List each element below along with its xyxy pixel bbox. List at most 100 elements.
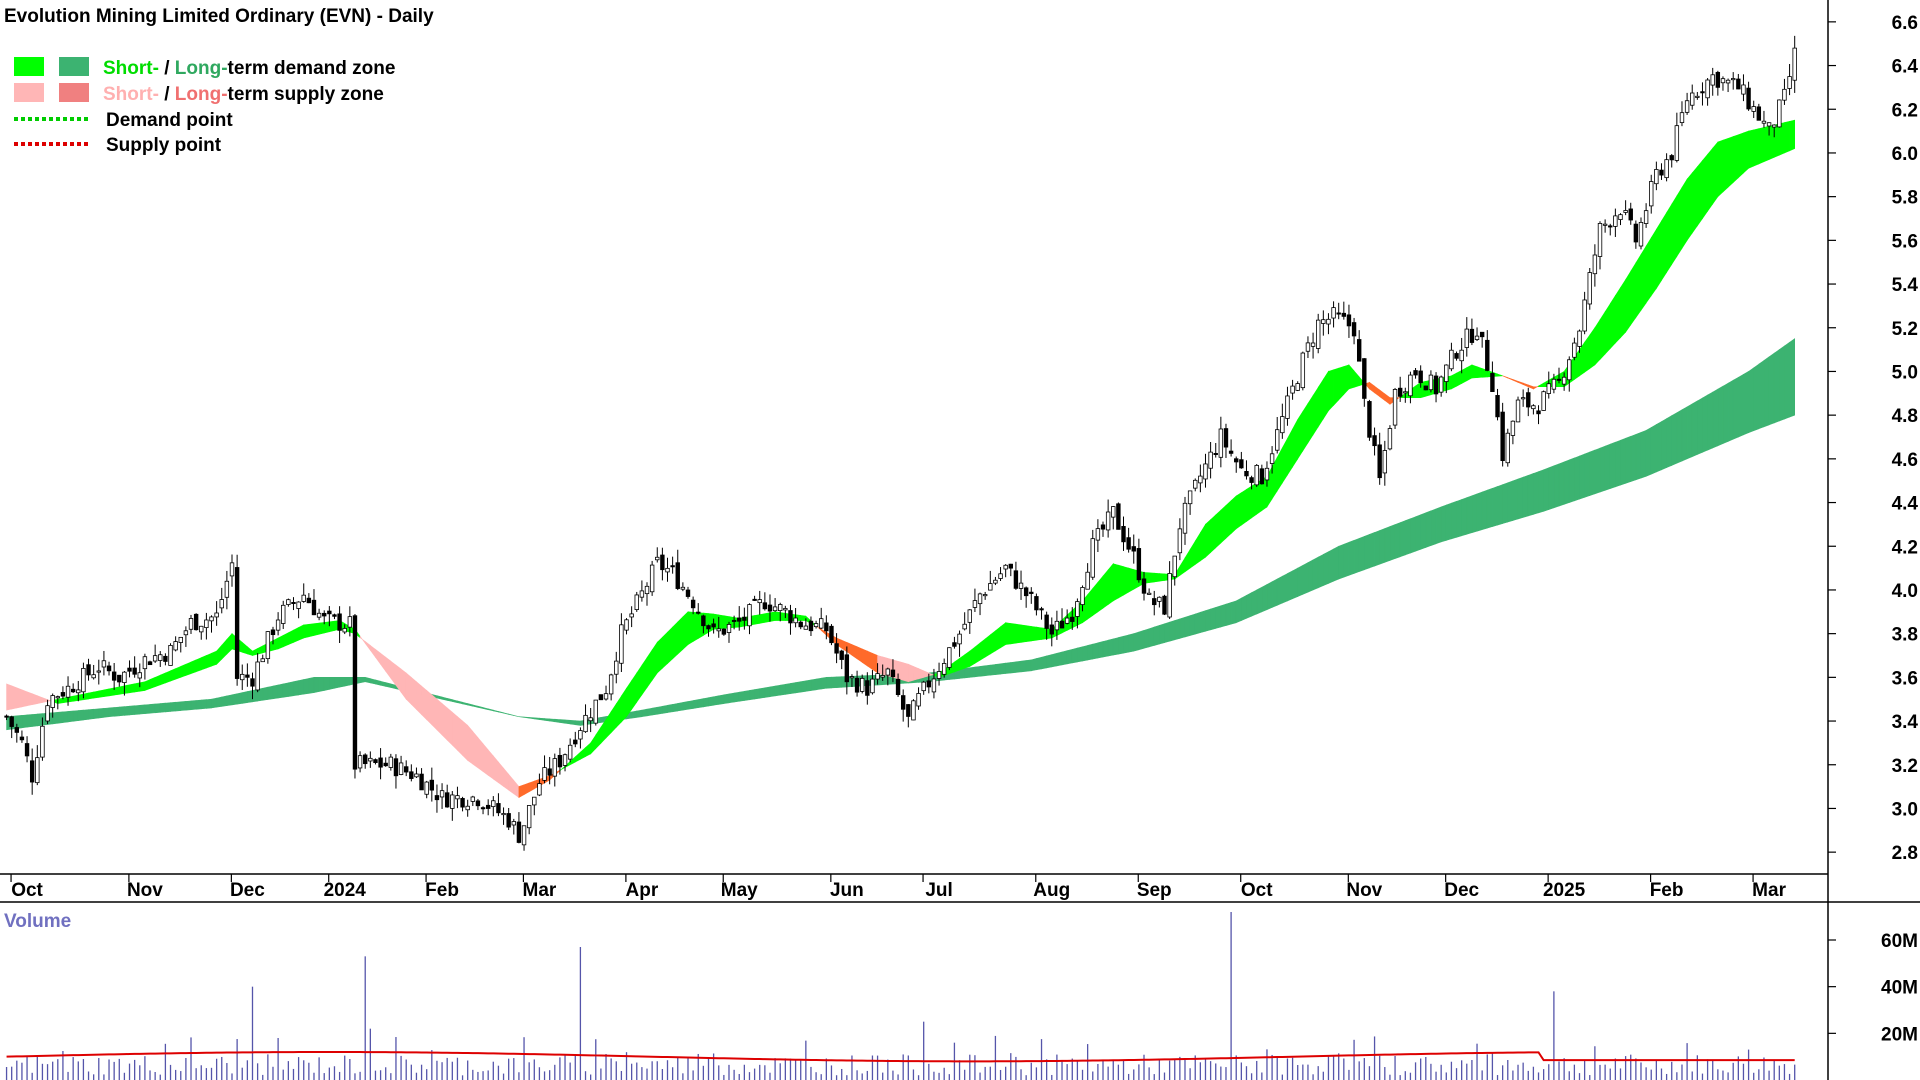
- long-term-zone-segment: [1317, 553, 1324, 589]
- long-term-zone-segment: [288, 681, 294, 697]
- long-term-zone-segment: [723, 693, 730, 704]
- long-term-zone-segment: [139, 704, 146, 715]
- long-term-zone-segment: [452, 699, 458, 704]
- candle-body: [962, 623, 967, 630]
- long-term-zone-segment: [974, 666, 981, 678]
- long-term-zone-segment: [1758, 359, 1765, 430]
- short-term-zone-segment: [779, 612, 786, 621]
- long-term-zone-segment: [487, 708, 494, 712]
- candle-body: [1146, 592, 1152, 595]
- short-term-zone-segment: [954, 657, 960, 673]
- candle-body: [916, 693, 921, 707]
- short-term-zone-segment: [303, 623, 310, 639]
- long-term-zone-segment: [252, 688, 258, 703]
- candle-body: [1602, 223, 1608, 226]
- candle-body: [76, 689, 81, 694]
- short-term-zone-segment: [1148, 572, 1155, 584]
- candle-body: [998, 573, 1003, 579]
- short-term-zone-segment: [959, 654, 965, 671]
- price-tick-label: 6.2: [1892, 100, 1918, 121]
- candle-body: [619, 624, 624, 664]
- price-tick-label: 4.0: [1892, 581, 1918, 602]
- long-term-zone-segment: [272, 684, 279, 700]
- long-term-zone-segment: [175, 701, 182, 712]
- long-term-zone-segment: [1640, 430, 1647, 479]
- long-term-zone-segment: [984, 664, 991, 677]
- price-tick-label: 5.8: [1892, 188, 1918, 209]
- long-term-zone-segment: [364, 676, 371, 684]
- candle-body: [383, 762, 388, 767]
- short-term-zone-segment: [1656, 219, 1662, 290]
- candle-body: [1377, 444, 1382, 479]
- long-term-zone-segment: [1502, 482, 1509, 524]
- candle-body: [598, 694, 604, 701]
- short-term-zone-segment: [288, 629, 294, 646]
- candle-body: [757, 599, 762, 604]
- long-term-zone-segment: [1000, 662, 1006, 675]
- short-term-zone-segment: [1369, 381, 1375, 394]
- candle-body: [1023, 587, 1029, 597]
- short-term-zone-segment: [1287, 428, 1293, 476]
- long-term-zone-segment: [462, 701, 468, 706]
- candle-body: [419, 773, 424, 791]
- long-term-zone-segment: [1410, 516, 1416, 554]
- candle-body: [557, 754, 563, 768]
- long-term-zone-segment: [344, 677, 351, 687]
- candle-body: [24, 743, 30, 757]
- long-term-zone-segment: [544, 718, 550, 722]
- long-term-zone-segment: [564, 719, 571, 725]
- short-term-zone-segment: [1497, 373, 1503, 377]
- long-term-zone-segment: [1650, 424, 1657, 475]
- long-term-zone-segment: [1609, 441, 1616, 489]
- long-term-zone-segment: [1599, 445, 1606, 493]
- long-term-zone-segment: [370, 678, 376, 685]
- candle-body: [1500, 411, 1505, 462]
- candle-body: [1131, 546, 1136, 552]
- long-term-zone-segment: [26, 714, 33, 728]
- candle-body: [977, 593, 983, 605]
- short-term-zone-segment: [1205, 518, 1211, 558]
- candle-body: [4, 715, 9, 718]
- candle-body: [491, 800, 496, 808]
- long-term-zone-segment: [738, 690, 745, 702]
- candle-body: [834, 643, 839, 654]
- time-tick-label: Nov: [1346, 880, 1382, 901]
- short-term-zone-segment: [329, 620, 335, 633]
- short-term-zone-segment: [185, 661, 192, 676]
- long-term-zone-segment: [52, 711, 59, 725]
- candle-body: [229, 562, 235, 577]
- candle-body: [1608, 225, 1613, 228]
- long-term-zone-segment: [1732, 376, 1739, 440]
- short-term-zone-segment: [1451, 372, 1457, 390]
- short-term-zone-segment: [1235, 492, 1242, 530]
- long-term-zone-segment: [1097, 641, 1104, 659]
- candle-body: [1080, 587, 1085, 605]
- long-term-zone-segment: [1087, 643, 1094, 661]
- long-term-zone-segment: [1374, 530, 1380, 567]
- candle-body: [281, 604, 286, 624]
- candle-body: [70, 688, 76, 693]
- candle-body: [1351, 322, 1357, 337]
- short-term-zone-segment: [1348, 364, 1355, 390]
- long-term-zone-segment: [805, 679, 812, 692]
- time-tick-label: May: [721, 880, 758, 901]
- long-term-zone-segment: [206, 698, 212, 709]
- candle-body: [1244, 470, 1249, 477]
- short-term-zone-segment: [400, 668, 407, 701]
- long-term-zone-segment: [656, 705, 663, 715]
- long-term-zone-segment: [651, 706, 658, 716]
- long-term-zone-segment: [1338, 543, 1345, 580]
- candle-body: [1777, 99, 1782, 128]
- candle-body: [1162, 595, 1167, 615]
- long-term-zone-segment: [1717, 385, 1724, 447]
- candle-body: [506, 813, 511, 828]
- candle-body: [1551, 378, 1557, 390]
- short-term-zone-segment: [370, 644, 376, 659]
- short-term-zone-segment: [1005, 622, 1012, 645]
- short-term-zone-segment: [277, 634, 284, 650]
- candle-body: [1454, 353, 1459, 359]
- candle-body: [972, 600, 978, 608]
- long-term-zone-segment: [1379, 528, 1386, 565]
- short-term-zone-segment: [282, 632, 289, 648]
- long-term-zone-segment: [339, 677, 346, 688]
